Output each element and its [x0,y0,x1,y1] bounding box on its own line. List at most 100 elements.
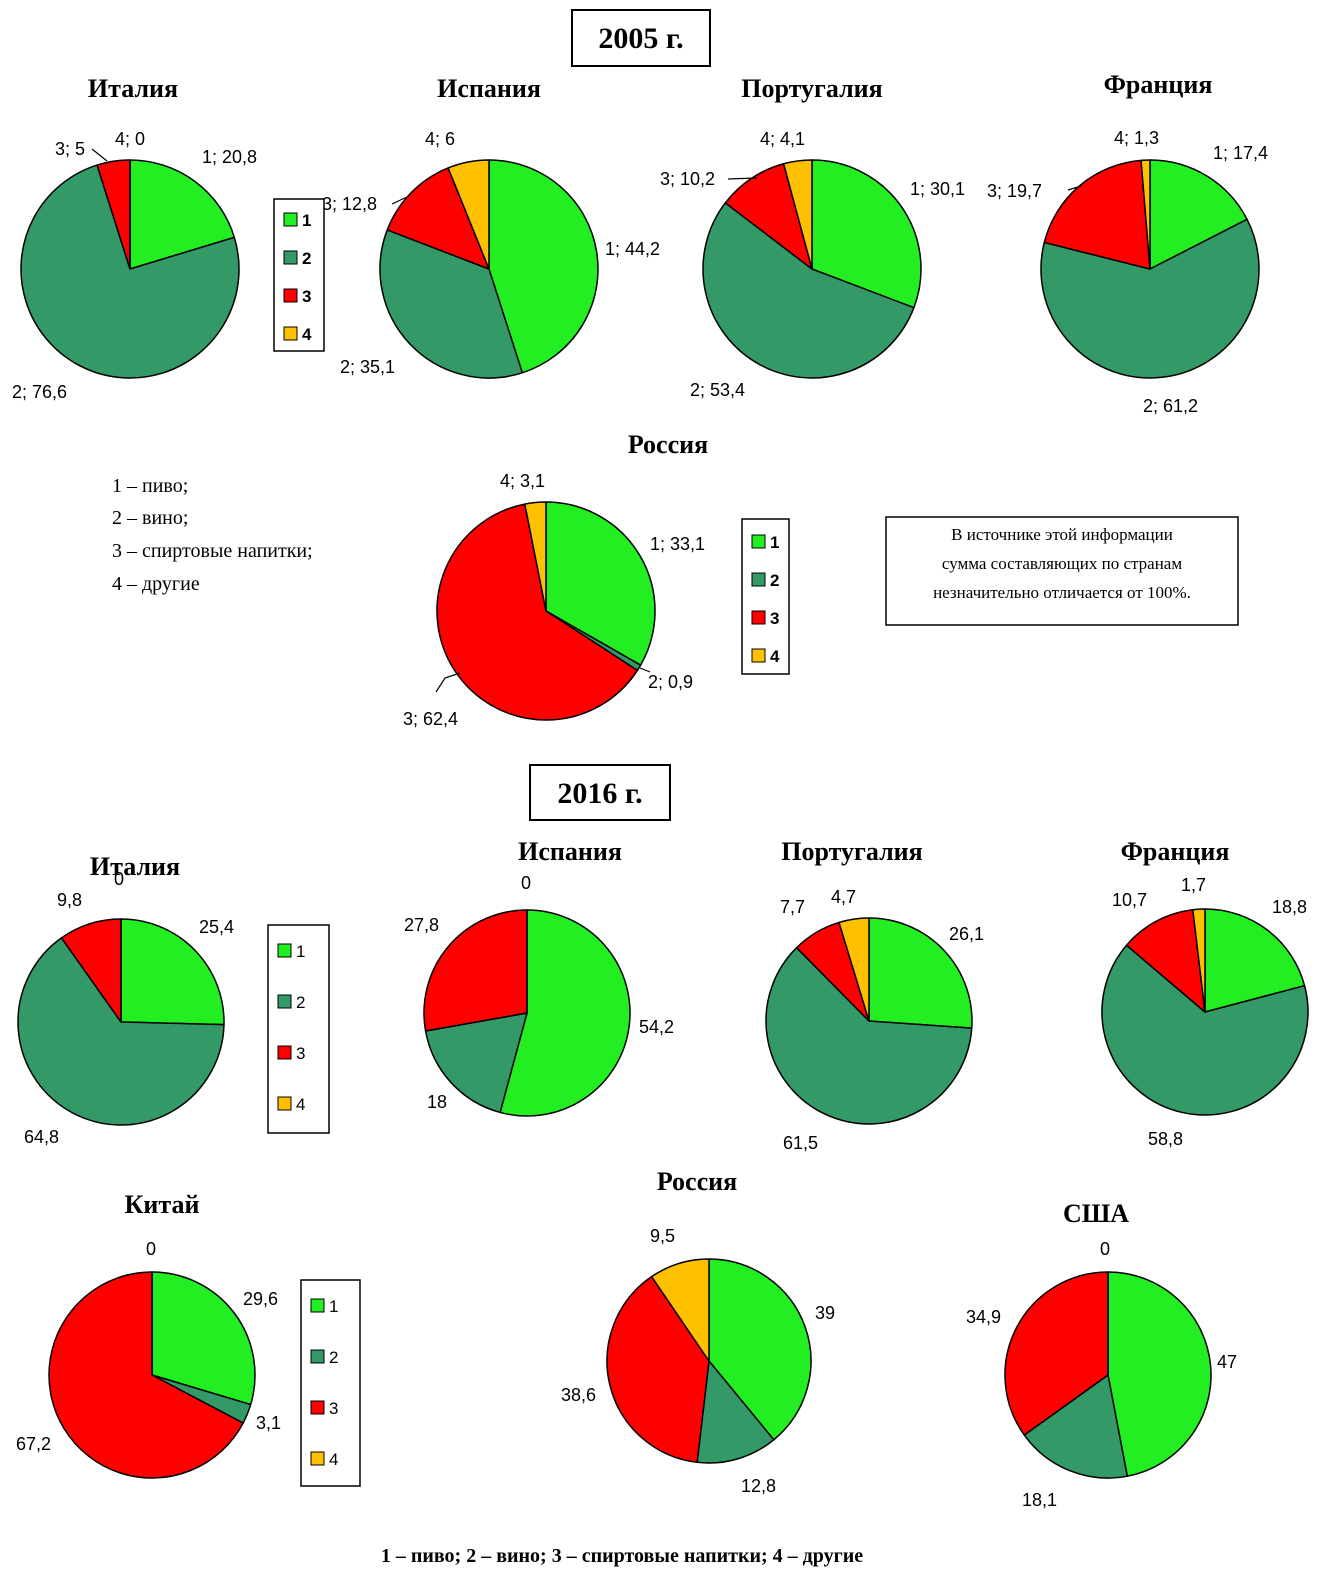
legend-box-2: 1 2 3 4 [741,518,790,675]
pie-2016-10: Россия 39 12,8 38,6 9,5 [561,1167,835,1496]
data-label-wine: 12,8 [741,1476,776,1496]
data-label-wine: 2; 53,4 [690,380,745,400]
pie-2016-6: Испания 54,2 18 27,8 0 [404,837,674,1117]
pie-slice-wine [765,946,973,1125]
pie-slice-beer [811,159,922,309]
data-label-beer: 39 [815,1303,835,1323]
data-label-spirits: 3; 10,2 [660,169,715,189]
year-label-2005: 2005 г. [598,22,683,55]
legend-2005-text: 1 – пиво; 2 – вино; 3 – спиртовые напитк… [112,475,313,595]
legend-swatch-wine [310,1349,325,1364]
pie-slice-wine [1101,944,1309,1116]
pie-title: Испания [518,837,622,866]
pie-title: Франция [1121,837,1230,866]
pie-slice-spirits [606,1275,710,1464]
legend-swatch-beer [283,212,298,227]
pie-slice-other [447,159,490,270]
pie-2016-7: Португалия 26,1 61,5 7,7 4,7 [765,837,984,1153]
pie-2005-1: Испания 1; 44,2 2; 35,1 3; 12,8 4; 6 [322,74,660,379]
pie-slice-spirits [386,167,490,270]
data-label-other: 4; 0 [115,129,145,149]
legend-label-wine: 2 [302,249,311,268]
legend-swatch-wine [751,572,766,587]
leader-line [435,672,461,693]
pie-slice-beer [545,501,656,666]
pie-slice-spirits [60,918,122,1023]
data-label-wine: 2; 0,9 [648,672,693,692]
pie-slice-other [838,917,870,1022]
pie-slice-wine [702,202,915,379]
legend-item-beer-text: 1 – пиво; [112,475,188,497]
pie-slice-wine [1040,218,1260,379]
pie-slice-wine [20,164,240,379]
legend-label-other: 4 [770,647,780,666]
legend-item-other-text: 4 – другие [112,573,200,595]
data-label-beer: 18,8 [1272,897,1307,917]
pie-slice-beer [129,159,236,270]
data-label-spirits: 3; 12,8 [322,194,377,214]
data-label-spirits: 3; 5 [55,139,85,159]
pie-slice-spirits [423,909,528,1032]
legend-swatch-spirits [283,288,298,303]
legend-swatch-beer [751,534,766,549]
pie-slice-wine [17,937,225,1126]
data-label-wine: 18,1 [1022,1490,1057,1510]
pie-title: Россия [628,430,708,459]
leader-line [727,177,758,180]
pie-slice-other [1140,159,1151,270]
pie-slice-other [782,159,813,270]
data-label-spirits: 3; 19,7 [987,181,1042,201]
legend-label-wine: 2 [329,1348,338,1367]
data-label-beer: 1; 33,1 [650,534,705,554]
pie-slice-spirits [1125,908,1206,1013]
pie-slice-beer [499,909,631,1117]
legend-label-other: 4 [329,1450,338,1469]
legend-swatch-other [751,648,766,663]
data-label-wine: 18 [427,1092,447,1112]
data-label-other: 4; 4,1 [760,129,805,149]
legend-swatch-wine [277,994,292,1009]
data-label-other: 1,7 [1181,875,1206,895]
legend-box-3: 1 2 3 4 [267,924,330,1134]
pie-2005-4: Россия 1; 33,1 2; 0,9 3; 62,4 4; 3,1 [403,430,708,729]
pie-slice-wine [379,229,524,379]
note-line-1: В источнике этой информации [951,525,1173,544]
pie-slice-beer [1149,159,1248,270]
legend-swatch-other [310,1451,325,1466]
pie-title: Испания [437,74,541,103]
data-label-spirits: 9,8 [57,890,82,910]
legend-label-spirits: 3 [296,1044,305,1063]
pie-slice-beer [1107,1271,1212,1477]
data-label-wine: 2; 76,6 [12,382,67,402]
leader-line [91,148,108,162]
legend-label-beer: 1 [302,211,311,230]
data-label-other: 0 [114,869,124,889]
legend-swatch-other [283,326,298,341]
pie-title: Италия [90,852,180,881]
note-box: В источнике этой информации сумма состав… [885,516,1239,626]
data-label-spirits: 27,8 [404,915,439,935]
legend-label-wine: 2 [296,993,305,1012]
data-label-other: 0 [1100,1239,1110,1259]
pie-2016-5: Италия 25,4 64,8 9,8 0 [17,852,234,1147]
leader-line [391,196,408,205]
data-label-spirits: 67,2 [16,1434,51,1454]
year-label-2016: 2016 г. [557,777,642,810]
legend-label-beer: 1 [296,942,305,961]
legend-label-spirits: 3 [770,609,779,628]
note-line-3: незначительно отличается от 100%. [933,583,1191,602]
data-label-beer: 54,2 [639,1017,674,1037]
legend-swatch-wine [283,250,298,265]
legend-label-beer: 1 [770,533,779,552]
data-label-beer: 25,4 [199,917,234,937]
year-box-2016: 2016 г. [529,764,671,821]
pie-2016-8: Франция 18,8 58,8 10,7 1,7 [1101,837,1309,1149]
pie-slice-other [524,501,547,612]
note-line-2: сумма составляющих по странам [942,554,1182,573]
pie-slice-beer [151,1271,256,1406]
data-label-beer: 1; 30,1 [910,179,965,199]
legend-label-other: 4 [296,1095,305,1114]
data-label-other: 0 [521,873,531,893]
data-label-wine: 3,1 [256,1413,281,1433]
